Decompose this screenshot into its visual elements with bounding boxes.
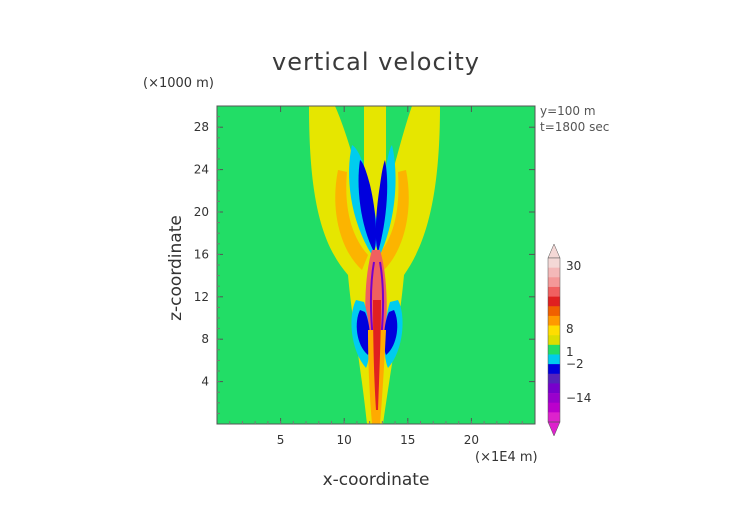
x-tick-label: 10 bbox=[337, 433, 352, 447]
x-ticks: 5 10 15 20 bbox=[229, 106, 523, 447]
x-tick-label: 20 bbox=[464, 433, 479, 447]
x-tick-label: 15 bbox=[400, 433, 415, 447]
contour-red-stem bbox=[373, 300, 381, 410]
colorbar-segment bbox=[548, 354, 560, 365]
colorbar-segment bbox=[548, 267, 560, 278]
annotation-time: t=1800 sec bbox=[540, 120, 610, 134]
colorbar-segment bbox=[548, 373, 560, 384]
colorbar-bottom-arrow bbox=[547, 421, 561, 437]
colorbar-segment bbox=[548, 344, 560, 355]
colorbar-segment bbox=[548, 335, 560, 346]
colorbar-segment bbox=[548, 258, 560, 268]
annotation-y-position: y=100 m bbox=[540, 104, 596, 118]
y-tick-label: 12 bbox=[194, 290, 209, 304]
colorbar-top-arrow bbox=[547, 243, 561, 259]
colorbar-segment bbox=[548, 325, 560, 336]
colorbar-label: 8 bbox=[566, 322, 574, 336]
y-axis-unit: (×1000 m) bbox=[143, 76, 214, 91]
colorbar: 30 8 1−2 −14 bbox=[547, 243, 591, 437]
x-tick-label: 5 bbox=[277, 433, 285, 447]
contour-orange-left bbox=[335, 170, 368, 270]
y-tick-label: 16 bbox=[194, 247, 209, 261]
colorbar-segment bbox=[548, 277, 560, 288]
contour-orange-right bbox=[378, 170, 409, 270]
colorbar-segment bbox=[548, 315, 560, 326]
chart-title: vertical velocity bbox=[272, 48, 480, 76]
contour-blue-upper-left bbox=[358, 160, 377, 252]
colorbar-segment bbox=[548, 364, 560, 375]
colorbar-label: 1 bbox=[566, 345, 574, 359]
colorbar-segment bbox=[548, 402, 560, 413]
colorbar-label: −14 bbox=[566, 391, 591, 405]
y-tick-label: 4 bbox=[201, 375, 209, 389]
x-axis-label: x-coordinate bbox=[322, 470, 430, 490]
y-tick-label: 8 bbox=[201, 332, 209, 346]
colorbar-frame bbox=[547, 257, 561, 423]
y-tick-label: 20 bbox=[194, 205, 209, 219]
colorbar-segment bbox=[548, 393, 560, 404]
x-axis-unit: (×1E4 m) bbox=[475, 450, 538, 465]
colorbar-segment bbox=[548, 286, 560, 297]
colorbar-segment bbox=[548, 296, 560, 307]
contour-blue-lower-left bbox=[356, 310, 371, 355]
y-tick-label: 24 bbox=[194, 163, 209, 177]
colorbar-segment bbox=[548, 306, 560, 317]
contour-blue-lower-right bbox=[383, 310, 398, 355]
contour-blue-upper-right bbox=[375, 160, 388, 252]
y-tick-label: 28 bbox=[194, 120, 209, 134]
colorbar-segment bbox=[548, 383, 560, 394]
y-ticks: 4 8 12 16 20 24 28 bbox=[194, 116, 535, 414]
velocity-field bbox=[309, 106, 440, 424]
colorbar-segment bbox=[548, 412, 560, 423]
colorbar-label: −2 bbox=[566, 357, 584, 371]
colorbar-label: 30 bbox=[566, 259, 581, 273]
